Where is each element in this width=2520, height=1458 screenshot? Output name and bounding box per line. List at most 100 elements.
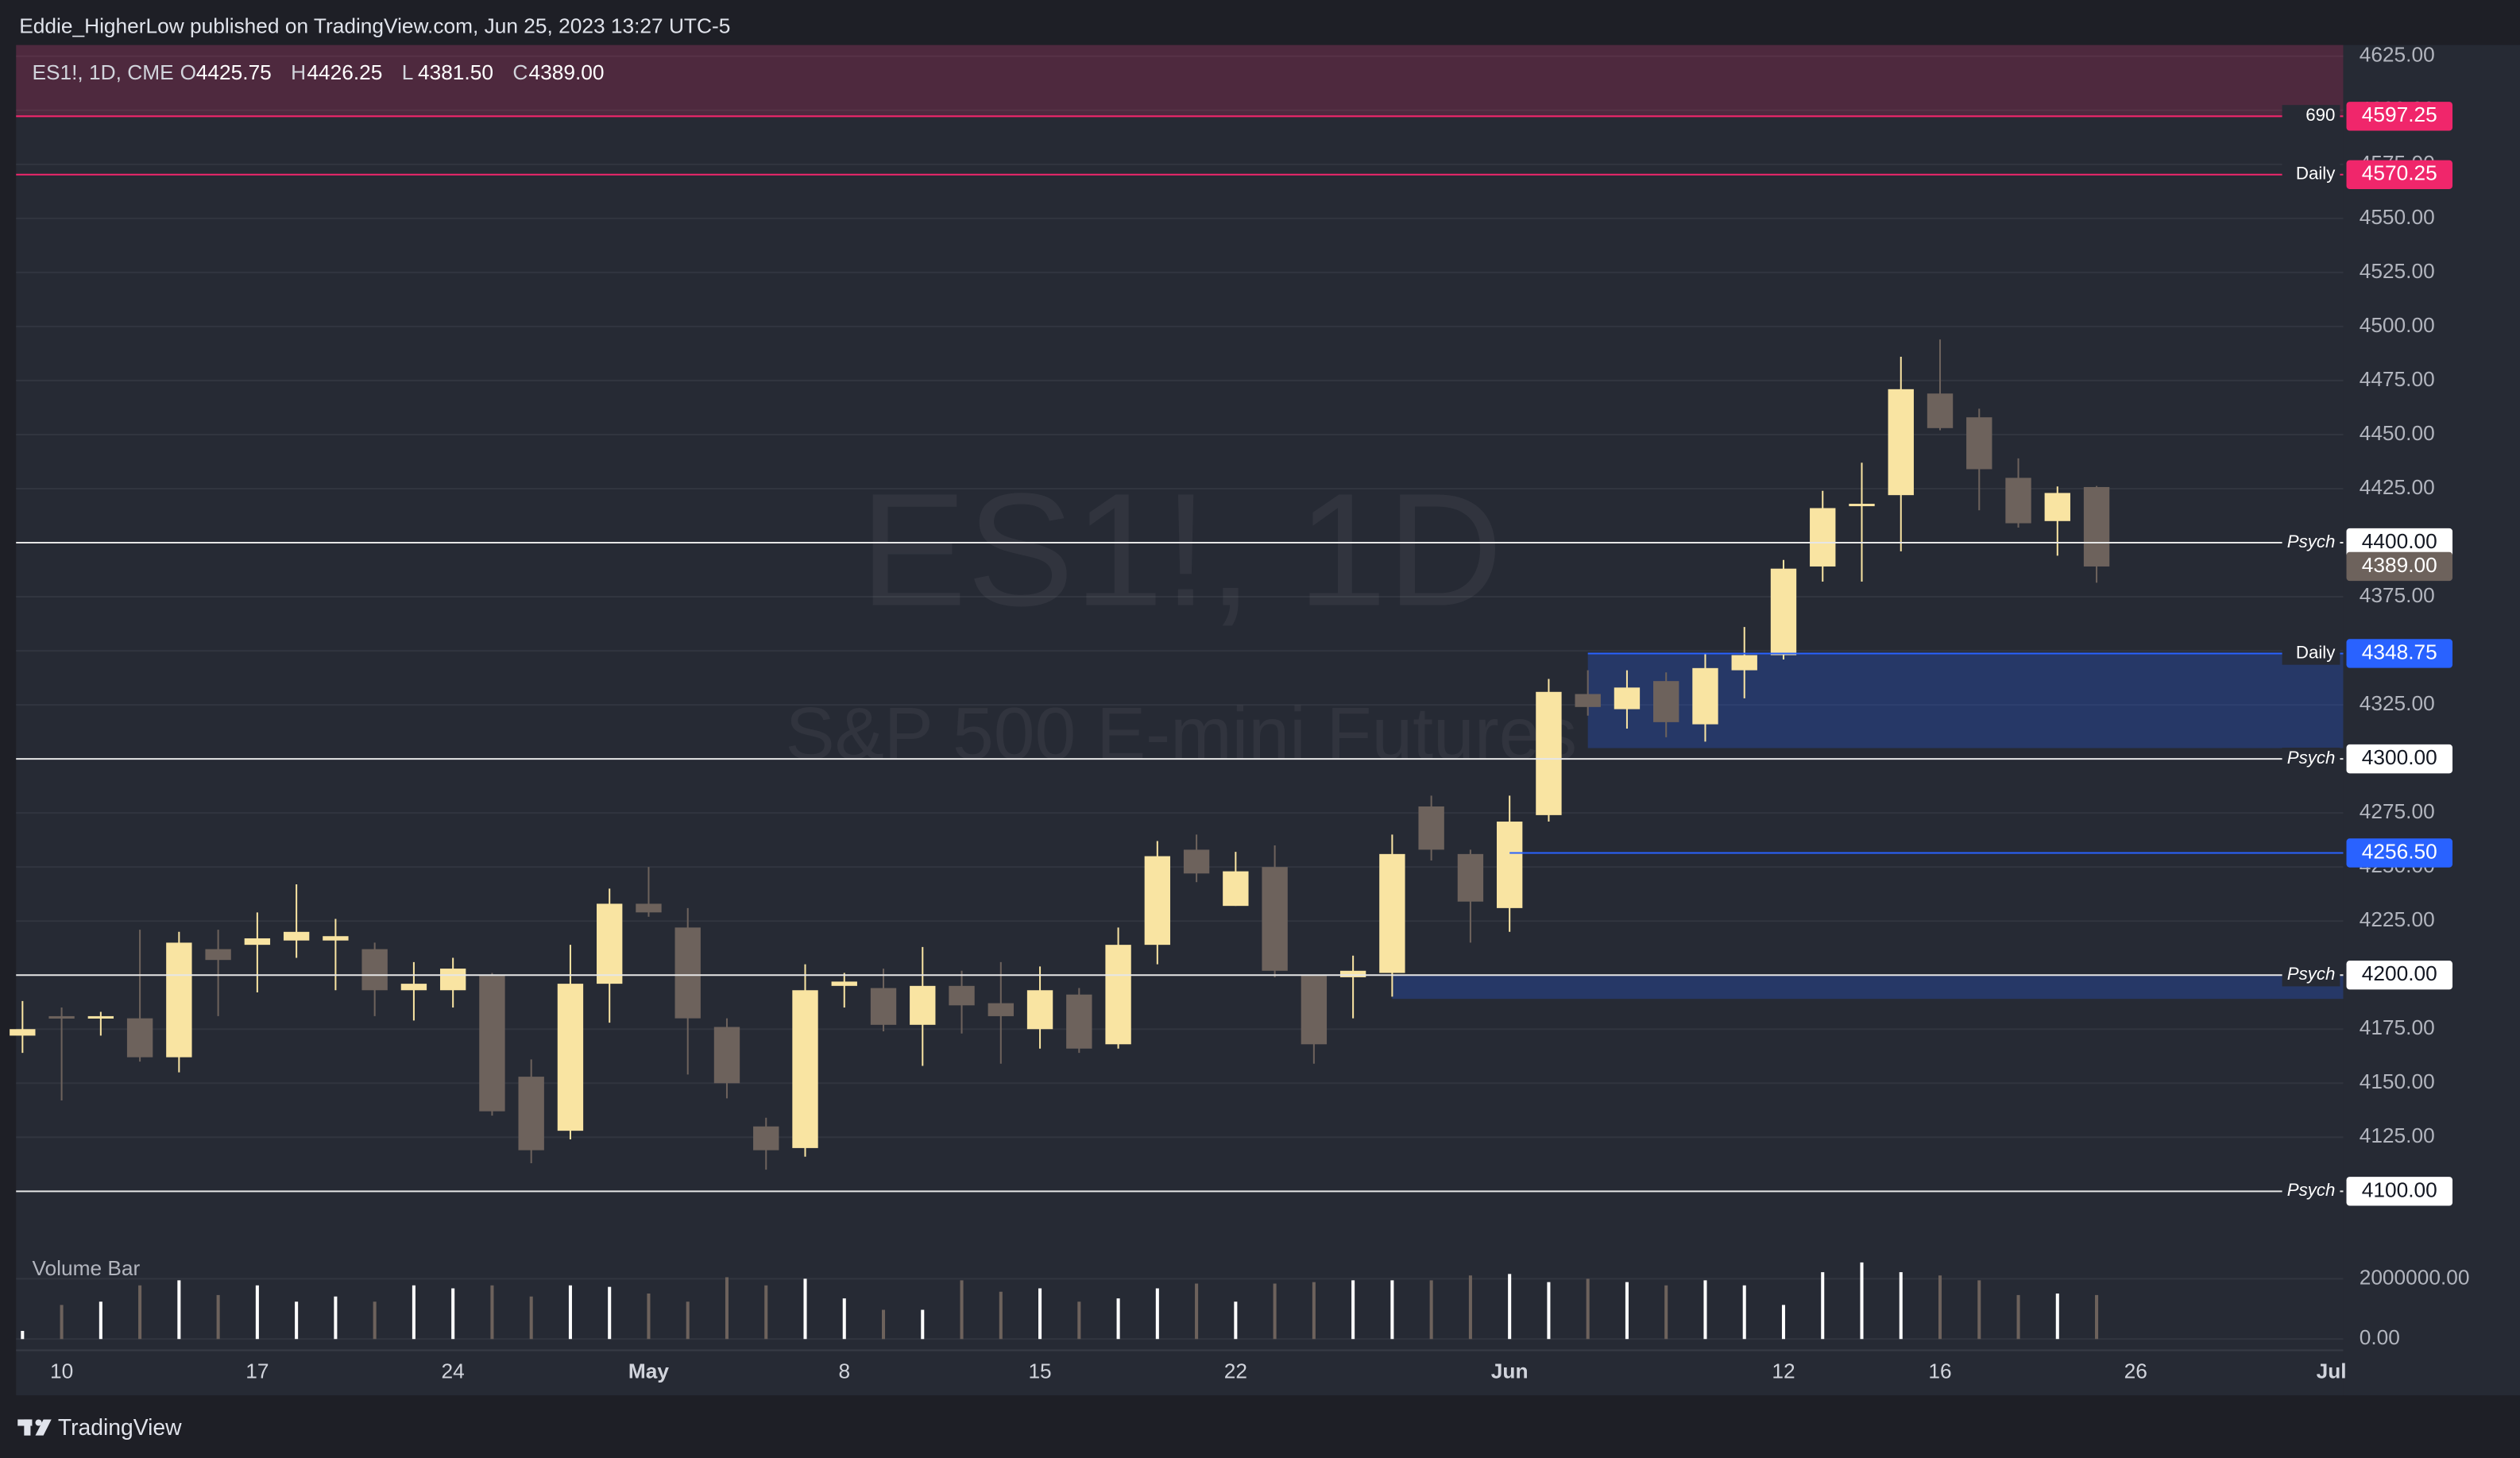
y-tick-label: 4450.00 (2360, 421, 2435, 445)
candle-body (2044, 493, 2070, 521)
y-tick-label: 4525.00 (2360, 259, 2435, 283)
candle-body (48, 1015, 75, 1019)
volume-title: Volume Bar (32, 1256, 140, 1280)
x-tick-label: 22 (1224, 1359, 1247, 1383)
y-tick-label: 4150.00 (2360, 1069, 2435, 1093)
level-price: 4400.00 (2362, 529, 2437, 553)
candle-body (1966, 417, 1992, 470)
x-tick-label: 26 (2124, 1359, 2147, 1383)
candle-body (1536, 691, 1562, 815)
y-tick-label: 4425.00 (2360, 475, 2435, 499)
x-tick-label: 16 (1928, 1359, 1951, 1383)
level-tag (2346, 528, 2453, 558)
candle-body (1026, 990, 1053, 1030)
candle-body (2083, 486, 2110, 567)
candle-body (1614, 687, 1641, 710)
candle-body (1496, 822, 1523, 908)
x-tick-label: 12 (1772, 1359, 1795, 1383)
y-tick-label: 4550.00 (2360, 205, 2435, 229)
level-name-bg (2282, 531, 2340, 555)
candle-body (10, 1029, 36, 1036)
candle-body (1927, 393, 1954, 428)
candle-body (1418, 806, 1444, 850)
level-tag (2346, 102, 2453, 131)
level-price: 4348.75 (2362, 640, 2437, 663)
candle-body (1379, 853, 1405, 973)
level-tag (2346, 744, 2453, 774)
watermark: S&P 500 E-mini Futures (786, 692, 1577, 775)
candle-body (1849, 504, 1875, 507)
level-tag (2346, 639, 2453, 668)
level-tag (2346, 961, 2453, 990)
x-tick-label: 15 (1028, 1359, 1051, 1383)
y-tick-label: 4625.00 (2360, 43, 2435, 67)
level-name-bg (2282, 747, 2340, 771)
last-price-tag (2346, 551, 2453, 582)
candle-body (1223, 871, 1249, 907)
candle-body (166, 942, 192, 1058)
candle-body (126, 1018, 153, 1058)
level-name-bg (2282, 642, 2340, 665)
candle-body (1810, 508, 1836, 567)
candle-body (1144, 856, 1171, 946)
candle-body (753, 1126, 779, 1151)
level-tag (2346, 1177, 2453, 1206)
level-name: Psych (2287, 748, 2336, 768)
y-tick-label: 4475.00 (2360, 367, 2435, 391)
x-tick-label: 10 (50, 1359, 73, 1383)
level-tag (2346, 838, 2453, 868)
candle-body (205, 949, 231, 961)
level-price: 4100.00 (2362, 1178, 2437, 1201)
legend-value: 4425.75 (196, 60, 272, 84)
candle-body (636, 903, 662, 913)
candle-body (870, 988, 897, 1025)
level-name: Psych (2287, 1180, 2336, 1200)
candle-body (713, 1027, 740, 1084)
candle-body (557, 984, 584, 1131)
candle-body (1457, 853, 1484, 902)
y-tick-label: 4325.00 (2360, 691, 2435, 715)
legend-key: L (402, 60, 414, 84)
legend-symbol: ES1!, 1D, CME (32, 60, 173, 84)
candle-body (792, 990, 818, 1148)
level-price: 4300.00 (2362, 745, 2437, 769)
level-name: Psych (2287, 964, 2336, 984)
y-tick-label: 4125.00 (2360, 1123, 2435, 1147)
candle-body (439, 969, 466, 991)
candle-body (244, 938, 271, 946)
candle-body (1339, 970, 1366, 977)
candle-body (1262, 867, 1288, 971)
level-name: Daily (2296, 164, 2336, 184)
candle-body (1066, 994, 1092, 1049)
x-tick-label: Jun (1491, 1359, 1529, 1383)
candle-body (1575, 694, 1601, 707)
level-price: 4597.25 (2362, 102, 2437, 126)
candle-body (479, 975, 505, 1112)
candle-body (1731, 655, 1757, 671)
candle-body (1692, 667, 1718, 725)
y-tick-label: 4375.00 (2360, 583, 2435, 607)
candle-body (1888, 389, 1914, 496)
candle-body (1653, 681, 1679, 722)
y-tick-label: 4175.00 (2360, 1015, 2435, 1039)
chart-content: 4100.00 4125.00 4150.00 4175.00 4200.00 4225.… (10, 43, 2470, 1383)
footer-brand: TradingView (58, 1415, 182, 1441)
watermark: ES1!, 1D (860, 460, 1503, 640)
level-name-bg (2282, 163, 2340, 186)
level-name: Psych (2287, 532, 2336, 551)
candle-body (87, 1015, 114, 1019)
candle-body (323, 936, 349, 941)
level-price: 4200.00 (2362, 961, 2437, 985)
level-price: 4256.50 (2362, 839, 2437, 863)
candle-body (1301, 975, 1328, 1045)
tradingview-logo (17, 1419, 52, 1436)
plot-area (16, 44, 2344, 1396)
level-name-bg (2282, 105, 2340, 128)
legend-key: O (180, 60, 196, 84)
candle-body (597, 903, 623, 984)
candle-body (361, 949, 388, 991)
level-price: 4570.25 (2362, 161, 2437, 185)
legend-value: 4426.25 (307, 60, 382, 84)
